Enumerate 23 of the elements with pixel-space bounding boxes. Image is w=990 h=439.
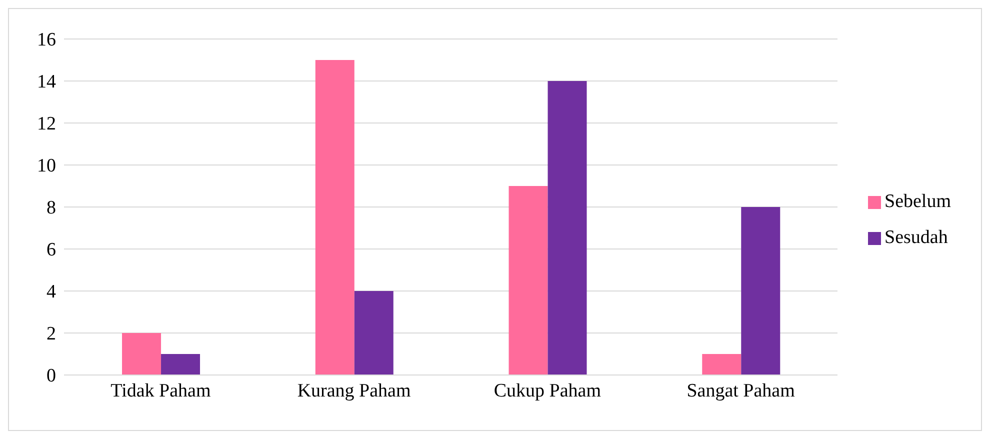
bar: [354, 291, 394, 375]
bar: [122, 333, 162, 375]
bar: [741, 207, 780, 375]
x-tick-label: Sangat Paham: [686, 380, 796, 402]
y-tick-label: 2: [46, 324, 56, 345]
y-tick-label: 16: [37, 30, 56, 51]
bar: [161, 354, 200, 375]
y-tick-label: 12: [37, 114, 56, 135]
legend-label: Sebelum: [884, 190, 951, 212]
y-tick-label: 4: [46, 282, 56, 303]
x-tick-label: Cukup Paham: [494, 380, 602, 402]
bar: [315, 60, 354, 375]
legend-label: Sesudah: [884, 226, 948, 248]
x-tick-label: Tidak Paham: [110, 380, 211, 402]
y-tick-label: 0: [46, 366, 56, 387]
y-tick-label: 10: [37, 156, 56, 177]
x-tick-label: Kurang Paham: [297, 380, 411, 402]
bar: [508, 186, 548, 375]
y-tick-label: 6: [46, 240, 56, 261]
y-tick-label: 14: [37, 72, 56, 93]
y-tick-label: 8: [46, 198, 56, 219]
bar: [548, 81, 587, 375]
bar: [702, 354, 742, 375]
